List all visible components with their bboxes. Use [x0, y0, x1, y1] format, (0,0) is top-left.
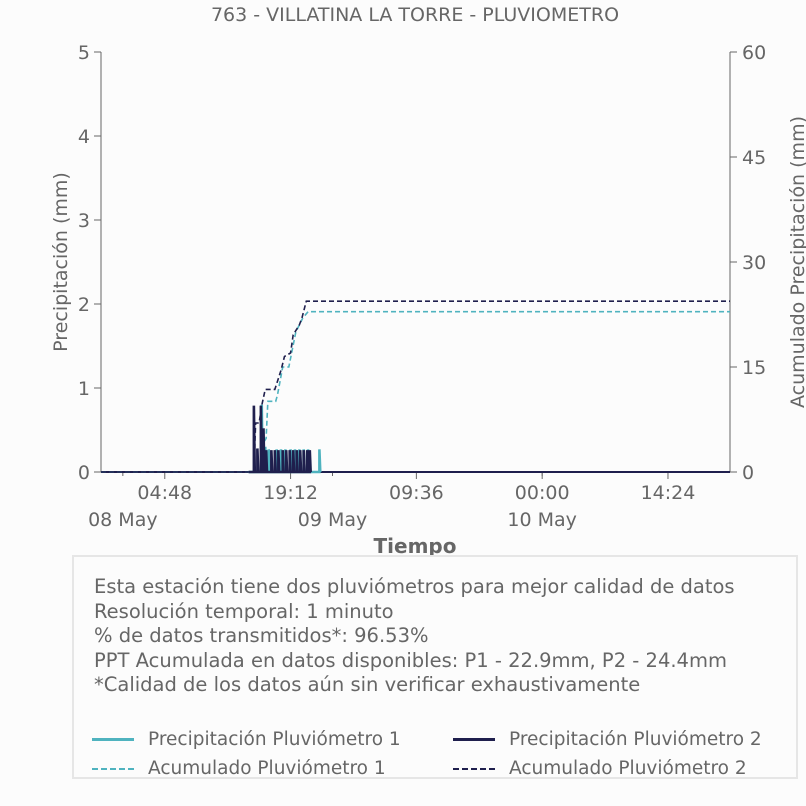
y-right-tick-label: 60 — [742, 42, 766, 64]
y-right-tick-label: 30 — [742, 252, 766, 274]
y-left-tick-label: 2 — [78, 294, 90, 316]
legend-item-acc2: Acumulado Pluviómetro 2 — [453, 758, 747, 779]
info-line-resolution: Resolución temporal: 1 minuto — [94, 599, 394, 623]
y-right-tick-label: 15 — [742, 357, 766, 379]
y-right-tick-label: 0 — [742, 462, 754, 484]
legend-item-acc1: Acumulado Pluviómetro 1 — [92, 758, 386, 779]
info-line-transmitted: % de datos transmitidos*: 96.53% — [94, 624, 429, 647]
series-line-3 — [101, 300, 730, 473]
y-left-tick-label: 0 — [78, 462, 90, 484]
series-line-2 — [101, 310, 730, 473]
x-date-label: 09 May — [298, 509, 368, 531]
y-left-tick-label: 1 — [78, 378, 90, 400]
legend-label-acc1: Acumulado Pluviómetro 1 — [148, 758, 386, 779]
x-date-label: 10 May — [507, 509, 577, 531]
legend-swatch-acc1 — [92, 767, 134, 770]
info-panel: Esta estación tiene dos pluviómetros par… — [72, 555, 798, 779]
legend-label-acc2: Acumulado Pluviómetro 2 — [509, 758, 747, 779]
info-line-stations: Esta estación tiene dos pluviómetros par… — [94, 575, 735, 598]
legend-swatch-p2 — [453, 738, 495, 741]
rain-chart: 763 - VILLATINA LA TORRE - PLUVIOMETRO 0… — [50, 4, 806, 558]
info-line-accumulated: PPT Acumulada en datos disponibles: P1 -… — [94, 648, 727, 672]
x-date-label: 08 May — [88, 509, 158, 531]
legend-label-p2: Precipitación Pluviómetro 2 — [509, 729, 762, 750]
info-text-block: Esta estación tiene dos pluviómetros par… — [94, 575, 735, 698]
x-tick-label: 00:00 — [515, 482, 570, 504]
x-tick-label: 19:12 — [263, 482, 318, 504]
x-tick-label: 04:48 — [137, 482, 192, 504]
series-line-1 — [248, 405, 312, 474]
y-right-tick-label: 45 — [742, 147, 766, 169]
legend-label-p1: Precipitación Pluviómetro 1 — [148, 729, 401, 750]
x-tick-label: 09:36 — [389, 482, 444, 504]
x-axis-label: Tiempo — [374, 534, 457, 558]
legend-item-p2: Precipitación Pluviómetro 2 — [453, 729, 762, 750]
legend-item-p1: Precipitación Pluviómetro 1 — [92, 729, 401, 750]
legend-swatch-acc2 — [453, 767, 495, 770]
y-left-tick-label: 4 — [78, 126, 90, 148]
series-lines — [101, 300, 730, 474]
y-left-tick-label: 5 — [78, 42, 90, 64]
y-axis-left-label: Precipitación (mm) — [50, 172, 72, 352]
x-tick-label: 14:24 — [641, 482, 696, 504]
y-axis-right-label: Acumulado Precipitación (mm) — [787, 116, 806, 408]
chart-title: 763 - VILLATINA LA TORRE - PLUVIOMETRO — [211, 4, 619, 26]
info-line-quality-note: *Calidad de los datos aún sin verificar … — [94, 673, 641, 696]
y-left-tick-label: 3 — [78, 210, 90, 232]
legend-swatch-p1 — [92, 738, 134, 741]
